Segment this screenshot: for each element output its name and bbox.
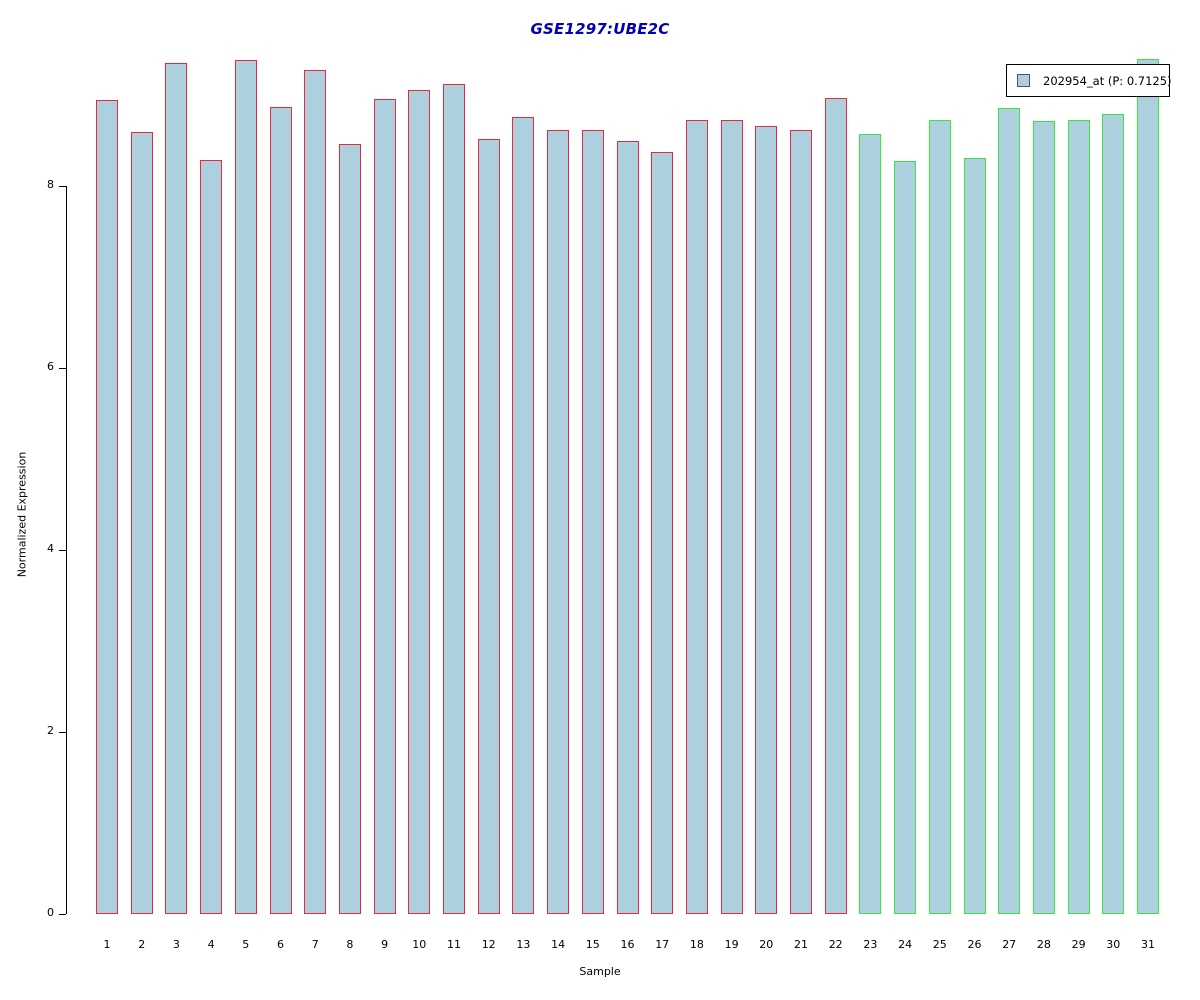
x-axis-tick-label: 13 [516,938,531,951]
y-axis-tick-label: 4 [47,542,54,555]
bar-sample-2 [130,132,153,914]
bar-sample-12 [477,138,500,914]
y-axis-tick [59,732,66,733]
bar-sample-27 [998,107,1021,914]
bar-sample-3 [165,63,188,914]
bar-sample-14 [547,130,570,914]
y-axis-title: Normalized Expression [15,451,29,578]
x-axis-tick-label: 9 [381,938,389,951]
bar-sample-18 [685,120,708,914]
x-axis-tick-label: 30 [1106,938,1121,951]
x-axis-tick-label: 10 [412,938,427,951]
x-axis-tick-label: 3 [172,938,180,951]
y-axis-tick-label: 2 [47,724,54,737]
x-axis-tick-label: 21 [794,938,808,951]
bar-sample-8 [338,144,361,914]
bar-sample-11 [443,84,465,914]
x-axis-tick-label: 25 [932,938,947,951]
bar-sample-24 [894,160,917,914]
legend-item: 202954_at (P: 0.7125) [1007,65,1172,96]
bar-sample-1 [96,100,118,914]
y-axis-tick [59,914,66,915]
x-axis-tick-label: 17 [655,938,670,951]
x-axis-tick-label: 23 [863,938,878,951]
bar-sample-6 [269,106,292,914]
x-axis-tick-label: 16 [620,938,635,951]
x-axis-tick-label: 31 [1141,938,1155,951]
x-axis-tick-label: 15 [585,938,600,951]
bar-sample-21 [790,130,812,914]
bar-sample-23 [859,134,882,914]
y-axis-line [66,186,67,914]
x-axis-tick-label: 14 [551,938,566,951]
bar-sample-5 [234,59,257,914]
bar-sample-4 [200,159,223,914]
bar-sample-16 [616,141,639,914]
bar-sample-22 [824,97,847,914]
x-axis-tick-label: 11 [447,938,461,951]
x-axis-tick-label: 5 [242,938,250,951]
bar-sample-9 [373,98,396,914]
x-axis-tick-label: 1 [103,938,111,951]
x-axis-tick-label: 20 [759,938,774,951]
x-axis-tick-label: 27 [1002,938,1017,951]
legend-box: 202954_at (P: 0.7125) [1006,64,1172,97]
y-axis-tick [59,550,66,551]
x-axis-tick-label: 2 [138,938,146,951]
bar-sample-17 [651,152,674,914]
bar-sample-29 [1067,119,1090,914]
x-axis-tick-label: 28 [1036,938,1051,951]
x-axis-title: Sample [579,965,621,978]
x-axis-tick-label: 12 [481,938,496,951]
x-axis-tick-label: 26 [967,938,982,951]
x-axis-tick-label: 7 [311,938,319,951]
x-axis-tick-label: 8 [346,938,354,951]
y-axis-tick [59,368,66,369]
x-axis-tick-label: 29 [1071,938,1086,951]
bar-sample-13 [512,116,535,914]
bar-sample-19 [720,119,743,914]
bar-sample-10 [408,90,431,914]
bar-sample-25 [928,120,951,914]
bar-sample-20 [755,125,778,914]
bar-sample-31 [1137,58,1159,914]
x-axis-tick-label: 24 [898,938,913,951]
chart-title: GSE1297:UBE2C [530,20,670,38]
y-axis-tick-label: 8 [47,178,54,191]
bar-sample-30 [1102,114,1125,914]
bar-sample-28 [1032,121,1055,914]
bar-sample-7 [304,69,327,914]
x-axis-tick-label: 19 [724,938,739,951]
bar-sample-15 [581,130,604,914]
legend-item-label: 202954_at (P: 0.7125) [1043,73,1172,88]
legend-swatch-icon [1017,74,1030,87]
y-axis-tick [59,186,66,187]
y-axis-tick-label: 0 [47,906,54,919]
x-axis-tick-label: 22 [828,938,843,951]
bar-sample-26 [963,157,986,914]
x-axis-tick-label: 6 [277,938,284,951]
x-axis-tick-label: 18 [689,938,704,951]
y-axis-tick-label: 6 [47,360,54,373]
x-axis-tick-label: 4 [207,938,215,951]
